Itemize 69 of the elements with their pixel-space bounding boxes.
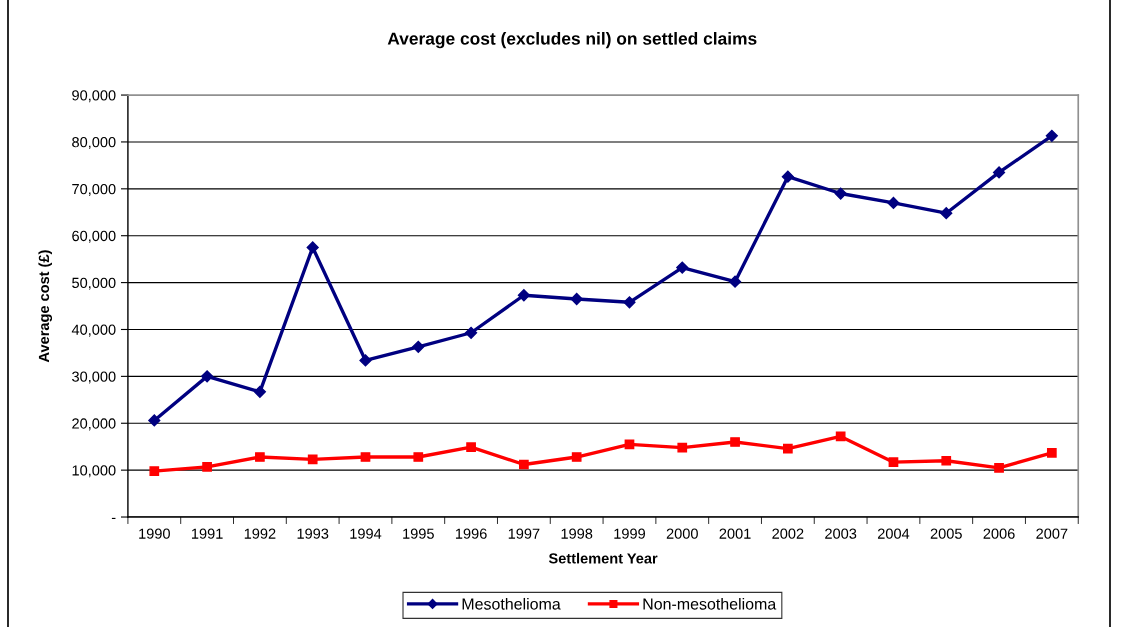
x-tick-label: 1997 — [508, 528, 540, 539]
x-tick-label: 2007 — [1036, 528, 1068, 539]
y-tick-label: 20,000 — [72, 418, 116, 431]
legend-label: Mesothelioma — [462, 597, 561, 610]
point — [676, 261, 689, 274]
y-tick-label: 80,000 — [72, 137, 116, 150]
x-tick-label: 1990 — [139, 528, 170, 539]
x-tick-label: 2004 — [877, 528, 910, 539]
point — [888, 457, 899, 468]
point — [149, 466, 160, 476]
y-tick-label: 60,000 — [72, 230, 116, 243]
point — [992, 166, 1006, 179]
point — [464, 326, 478, 339]
point — [519, 459, 529, 470]
y-tick-label: 50,000 — [72, 277, 116, 290]
point — [730, 437, 740, 447]
point — [306, 241, 319, 254]
point — [728, 275, 742, 288]
point — [255, 452, 265, 462]
point — [834, 187, 847, 200]
x-tick-label: 2005 — [930, 528, 962, 539]
chart-title: Average cost (excludes nil) on settled claims — [387, 32, 757, 49]
y-tick-label: 40,000 — [71, 324, 116, 337]
x-tick-label: 1995 — [403, 528, 434, 539]
point — [1046, 447, 1057, 458]
x-tick-label: 2000 — [666, 528, 698, 539]
point — [994, 462, 1004, 473]
point — [1045, 129, 1058, 142]
x-tick-label: 1992 — [244, 528, 276, 539]
x-tick-label: 2006 — [983, 528, 1015, 539]
point — [624, 439, 635, 450]
y-tick-label: 90,000 — [72, 90, 116, 103]
point — [253, 385, 266, 398]
x-tick-label: 1999 — [614, 528, 645, 539]
point — [571, 452, 582, 462]
point — [940, 207, 953, 220]
point — [148, 414, 161, 427]
x-tick-label: 1991 — [192, 528, 223, 539]
point — [359, 354, 372, 367]
y-tick-label: 10,000 — [72, 465, 116, 478]
x-axis-title: Settlement Year — [548, 552, 658, 564]
y-tick-label: - — [111, 517, 116, 519]
point — [677, 442, 688, 453]
point — [466, 442, 476, 453]
point — [941, 455, 952, 466]
y-tick-label: 30,000 — [72, 371, 116, 384]
point — [202, 461, 212, 472]
point — [623, 296, 636, 309]
x-tick-label: 2001 — [719, 528, 751, 539]
point — [835, 431, 846, 442]
legend-label: Non-mesothelioma — [643, 597, 777, 610]
x-tick-label: 1998 — [561, 528, 593, 539]
y-axis-title: Average cost (£) — [38, 250, 53, 363]
point — [517, 289, 530, 302]
point — [413, 452, 424, 462]
point — [783, 443, 793, 454]
point — [307, 454, 318, 465]
x-tick-label: 1993 — [297, 528, 329, 539]
x-tick-label: 2002 — [772, 528, 804, 539]
point — [412, 340, 425, 353]
y-tick-label: 70,000 — [72, 183, 116, 196]
x-tick-label: 1996 — [455, 528, 487, 539]
point — [201, 370, 214, 383]
point — [781, 170, 794, 183]
point — [570, 292, 583, 306]
x-tick-label: 1994 — [350, 528, 382, 539]
point — [360, 452, 371, 462]
x-tick-label: 2003 — [825, 528, 857, 539]
point — [887, 196, 900, 209]
